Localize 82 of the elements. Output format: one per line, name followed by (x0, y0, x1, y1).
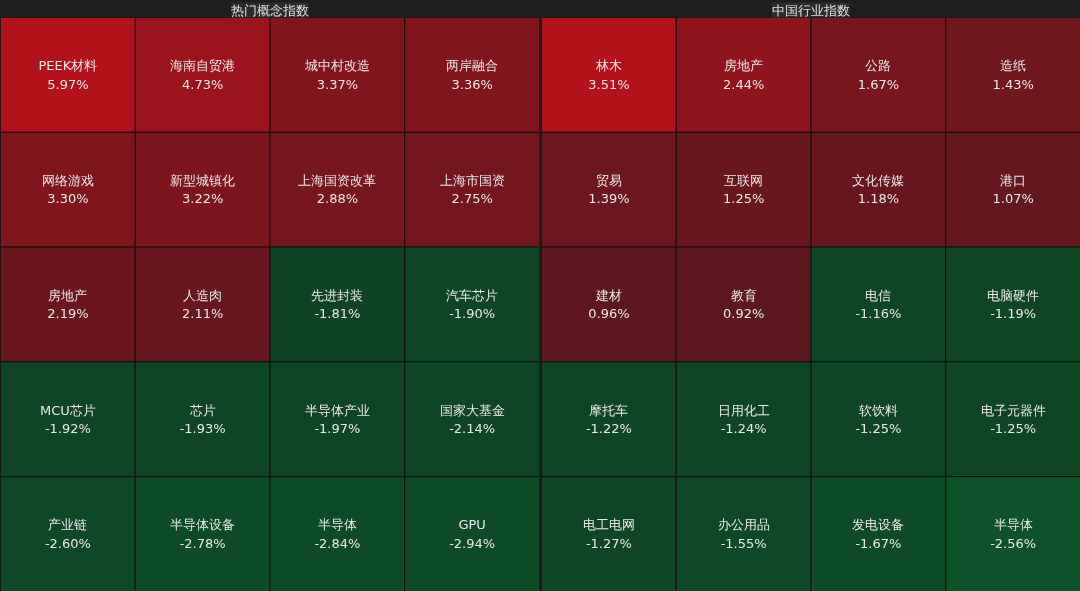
data-label: 1.07% (992, 191, 1034, 207)
category-label: GPU (458, 517, 486, 533)
data-label: 1.67% (857, 76, 900, 92)
data-label: -1.92% (44, 420, 91, 436)
data-label: -2.14% (449, 420, 496, 436)
category-label: 摩托车 (589, 402, 629, 418)
category-label: 国家大基金 (439, 402, 505, 418)
data-label: 1.25% (722, 191, 765, 207)
category-label: 建材 (594, 287, 622, 303)
category-label: 上海市国资 (439, 173, 505, 189)
data-label: -1.93% (179, 420, 226, 436)
text: 中国行业指数 (772, 2, 850, 18)
data-label: -1.27% (585, 535, 632, 551)
data-label: -1.97% (314, 420, 361, 436)
data-label: -1.24% (720, 420, 767, 436)
category-label: 电脑硬件 (987, 287, 1040, 303)
data-label: -2.84% (314, 535, 361, 551)
data-label: 3.51% (588, 76, 630, 92)
data-label: -1.25% (990, 420, 1037, 436)
data-label: 1.18% (857, 191, 900, 207)
data-label: 3.30% (47, 191, 89, 207)
data-label: -2.60% (44, 535, 91, 551)
category-label: 半导体 (317, 517, 357, 533)
category-label: 房地产 (724, 58, 764, 74)
category-label: 半导体设备 (170, 517, 236, 533)
data-label: -2.78% (179, 535, 226, 551)
data-label: 4.73% (181, 76, 224, 92)
data-label: 3.37% (316, 76, 359, 92)
category-label: 办公用品 (717, 517, 770, 533)
data-label: 3.36% (451, 76, 493, 92)
category-label: 半导体产业 (304, 402, 370, 418)
data-label: -1.25% (855, 420, 902, 436)
data-label: 1.43% (992, 76, 1034, 92)
category-label: 电信 (865, 287, 892, 303)
data-label: -2.94% (449, 535, 496, 551)
data-label: 5.97% (47, 76, 89, 92)
category-label: 产业链 (48, 517, 88, 533)
data-label: 2.11% (181, 306, 224, 322)
category-label: 新型城镇化 (170, 173, 236, 189)
data-label: -1.90% (449, 306, 496, 322)
category-label: 港口 (1000, 173, 1027, 189)
category-label: 造纸 (1000, 58, 1027, 74)
category-label: 两岸融合 (446, 58, 499, 74)
category-label: 人造肉 (183, 287, 223, 303)
data-label: 2.44% (722, 76, 765, 92)
data-label: 3.22% (181, 191, 224, 207)
data-label: -2.56% (990, 535, 1037, 551)
data-label: 0.96% (588, 306, 630, 322)
category-label: 文化传媒 (852, 173, 905, 189)
category-label: 教育 (730, 287, 757, 303)
category-label: 上海国资改革 (298, 173, 377, 189)
category-label: 海南自贸港 (170, 58, 236, 74)
category-label: 发电设备 (852, 517, 905, 533)
category-label: 日用化工 (717, 402, 770, 418)
category-label: MCU芯片 (39, 402, 96, 418)
category-label: 网络游戏 (41, 173, 94, 189)
data-label: 2.88% (316, 191, 359, 207)
data-label: -1.55% (720, 535, 767, 551)
data-label: -1.19% (990, 306, 1037, 322)
category-label: 芯片 (188, 402, 216, 418)
data-label: 1.39% (588, 191, 630, 207)
data-label: 0.92% (722, 306, 765, 322)
data-label: -1.67% (855, 535, 902, 551)
category-label: 汽车芯片 (446, 287, 499, 303)
category-label: 林木 (594, 58, 622, 74)
data-label: -1.22% (585, 420, 632, 436)
category-label: 先进封装 (311, 287, 364, 303)
category-label: 电工电网 (582, 517, 635, 533)
category-label: 软饮料 (858, 402, 898, 418)
category-label: 房地产 (48, 287, 88, 303)
text: 热门概念指数 (231, 2, 309, 18)
category-label: 互联网 (724, 173, 764, 189)
category-label: 电子元器件 (980, 402, 1046, 418)
category-label: 城中村改造 (303, 58, 370, 74)
category-label: 半导体 (993, 517, 1033, 533)
data-label: 2.75% (451, 191, 493, 207)
data-label: -1.81% (314, 306, 361, 322)
data-label: 2.19% (47, 306, 89, 322)
data-label: -1.16% (855, 306, 902, 322)
category-label: 贸易 (595, 173, 622, 189)
category-label: 公路 (865, 58, 892, 74)
category-label: PEEK材料 (38, 58, 98, 74)
